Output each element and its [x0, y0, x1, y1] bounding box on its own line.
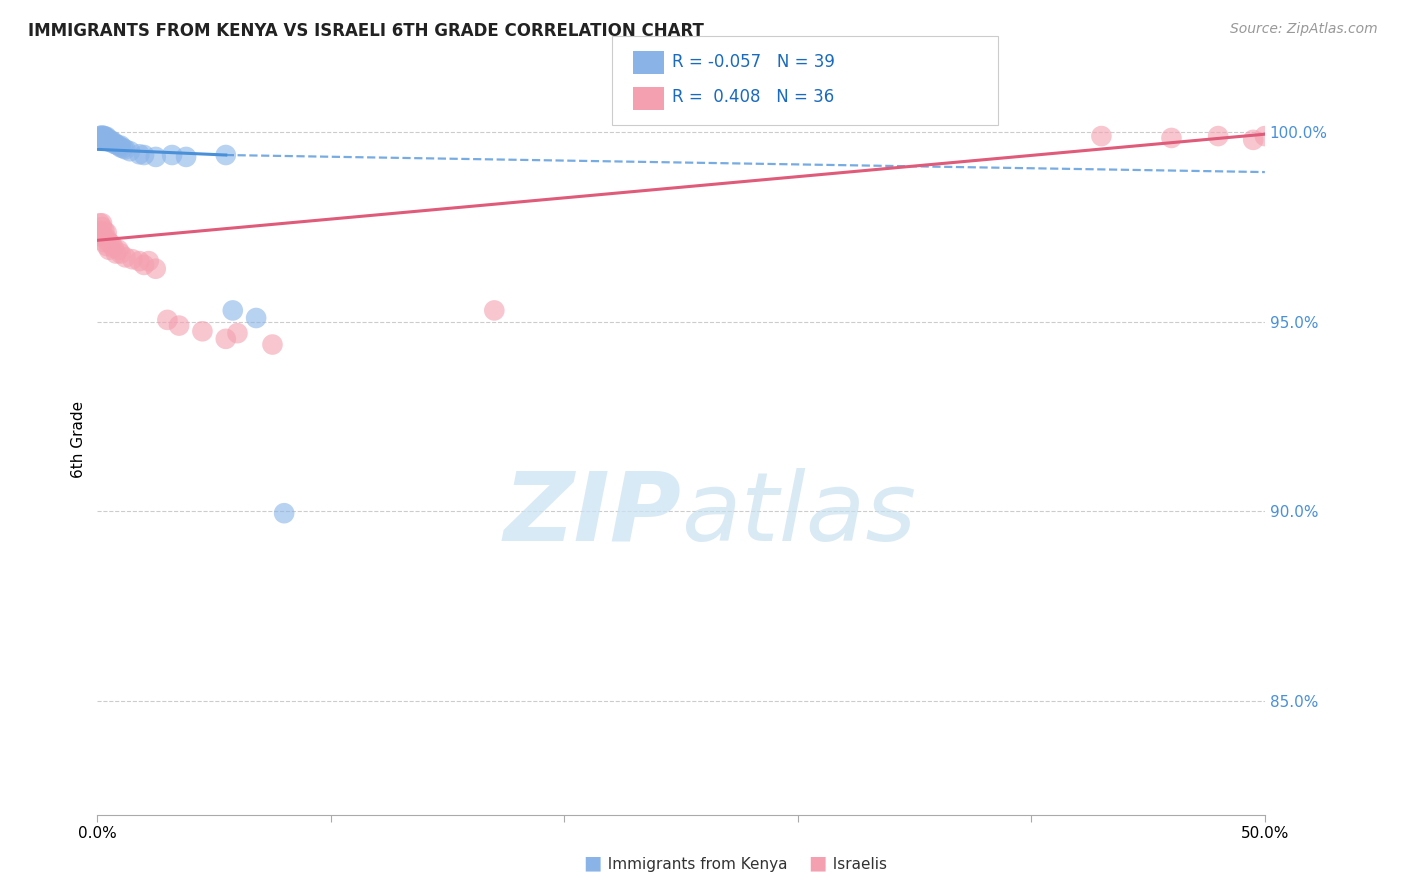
Point [96, 134, 118, 148]
Point [114, 251, 136, 265]
Point [160, 148, 183, 162]
Point [128, 147, 150, 161]
Point [222, 303, 245, 318]
Point [93, 224, 115, 238]
Point [98, 134, 121, 148]
Point [1160, 131, 1182, 145]
Point [91, 129, 114, 144]
Point [107, 138, 129, 153]
Text: Immigrants from Kenya: Immigrants from Kenya [598, 857, 787, 872]
Point [89, 131, 111, 145]
Text: atlas: atlas [681, 467, 917, 561]
Point [110, 140, 132, 154]
Point [100, 237, 122, 252]
Point [89, 129, 111, 144]
Point [112, 141, 135, 155]
Point [96, 132, 118, 146]
Point [98, 135, 121, 149]
Point [91, 227, 114, 242]
Point [145, 261, 167, 276]
Text: Source: ZipAtlas.com: Source: ZipAtlas.com [1230, 22, 1378, 37]
Point [105, 246, 128, 260]
Point [93, 235, 115, 250]
Point [167, 318, 190, 333]
Point [91, 131, 114, 145]
Point [98, 133, 121, 147]
Point [174, 150, 197, 164]
Point [100, 135, 122, 149]
Point [1090, 129, 1112, 144]
Point [138, 254, 160, 268]
Point [118, 145, 141, 159]
Point [245, 311, 267, 326]
Point [484, 303, 506, 318]
Point [103, 135, 125, 149]
Point [89, 216, 111, 230]
Point [96, 226, 118, 240]
Text: ■: ■ [583, 854, 602, 872]
Point [191, 324, 214, 338]
Point [1254, 129, 1277, 144]
Point [132, 258, 155, 272]
Point [98, 235, 121, 250]
Text: IMMIGRANTS FROM KENYA VS ISRAELI 6TH GRADE CORRELATION CHART: IMMIGRANTS FROM KENYA VS ISRAELI 6TH GRA… [28, 22, 704, 40]
Point [91, 128, 114, 143]
Text: Israelis: Israelis [823, 857, 887, 872]
Point [93, 129, 115, 144]
Point [262, 337, 284, 351]
Point [96, 129, 118, 144]
Point [96, 231, 118, 245]
Y-axis label: 6th Grade: 6th Grade [72, 401, 86, 478]
Point [96, 239, 118, 253]
Text: ■: ■ [808, 854, 827, 872]
Point [93, 129, 115, 144]
Point [132, 148, 155, 162]
Text: ZIP: ZIP [503, 467, 681, 561]
Point [215, 332, 238, 346]
Point [1241, 133, 1264, 147]
Point [93, 231, 115, 245]
Point [215, 148, 238, 162]
Point [93, 131, 115, 145]
Point [93, 133, 115, 147]
Point [103, 241, 125, 255]
Point [156, 313, 179, 327]
Point [1206, 129, 1229, 144]
Point [110, 138, 132, 153]
Point [91, 220, 114, 235]
Text: R =  0.408   N = 36: R = 0.408 N = 36 [672, 88, 834, 106]
Point [96, 133, 118, 147]
Point [103, 136, 125, 151]
Point [121, 252, 143, 267]
Text: R = -0.057   N = 39: R = -0.057 N = 39 [672, 54, 835, 71]
Point [114, 142, 136, 156]
Point [145, 150, 167, 164]
Point [91, 216, 114, 230]
Point [110, 246, 132, 260]
Point [98, 243, 121, 257]
Point [93, 132, 115, 146]
Point [226, 326, 249, 341]
Point [96, 131, 118, 145]
Point [107, 243, 129, 257]
Point [91, 129, 114, 144]
Point [89, 224, 111, 238]
Point [100, 134, 122, 148]
Point [105, 137, 128, 152]
Point [273, 506, 295, 520]
Point [128, 254, 150, 268]
